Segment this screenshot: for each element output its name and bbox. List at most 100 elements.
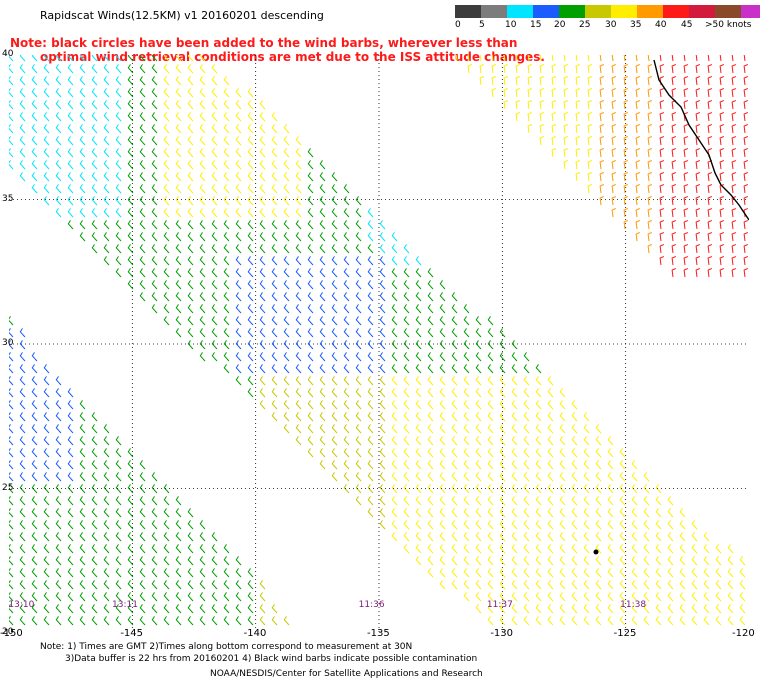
wind-barb	[67, 184, 74, 194]
wind-barb	[475, 520, 482, 530]
wind-barb	[515, 76, 520, 86]
wind-barb	[67, 112, 74, 122]
wind-barb	[307, 160, 314, 170]
wind-barb	[223, 76, 230, 86]
wind-barb	[707, 196, 712, 206]
wind-barb	[391, 448, 398, 458]
wind-barb	[211, 112, 218, 122]
wind-barb	[595, 460, 602, 470]
wind-barb	[175, 544, 182, 554]
wind-barb	[43, 616, 50, 626]
wind-barb	[379, 484, 386, 494]
wind-barb	[235, 616, 242, 626]
wind-barb	[355, 364, 362, 374]
wind-barb	[523, 436, 530, 446]
wind-barb	[223, 568, 230, 578]
wind-barb	[707, 256, 712, 266]
wind-barb	[671, 220, 676, 230]
wind-barb	[475, 316, 482, 326]
wind-barb	[55, 160, 62, 170]
wind-barb	[635, 55, 638, 62]
wind-barb	[307, 352, 314, 362]
wind-barb	[91, 208, 98, 218]
wind-barb	[583, 472, 590, 482]
wind-barb	[67, 208, 74, 218]
wind-barb	[463, 364, 470, 374]
wind-barb	[355, 304, 362, 314]
wind-barb	[79, 55, 86, 62]
wind-barb	[623, 100, 628, 110]
wind-barb	[187, 508, 194, 518]
wind-barb	[55, 184, 62, 194]
wind-barb	[307, 340, 314, 350]
wind-barb	[719, 55, 722, 62]
wind-barb	[683, 160, 688, 170]
wind-barb	[211, 328, 218, 338]
wind-barb	[599, 88, 604, 98]
wind-barb	[355, 376, 362, 386]
wind-barb	[199, 568, 206, 578]
wind-barb	[247, 112, 254, 122]
wind-barb	[259, 256, 266, 266]
wind-barb	[391, 328, 398, 338]
wind-barb	[271, 364, 278, 374]
wind-barb	[307, 148, 314, 158]
wind-barb	[451, 292, 458, 302]
wind-barb	[547, 484, 554, 494]
wind-barb	[331, 472, 338, 482]
wind-barb	[247, 172, 254, 182]
wind-barb	[259, 604, 266, 614]
wind-barb	[355, 244, 362, 254]
wind-barb	[115, 532, 122, 542]
wind-barb	[487, 616, 494, 626]
wind-barb	[103, 520, 110, 530]
wind-barb	[319, 424, 326, 434]
wind-barb	[715, 568, 722, 578]
wind-barb	[319, 364, 326, 374]
wind-barb	[9, 112, 14, 122]
wind-barb	[643, 568, 650, 578]
wind-barb	[43, 364, 50, 374]
wind-barb	[55, 136, 62, 146]
wind-barb	[247, 160, 254, 170]
wind-barb	[79, 532, 86, 542]
wind-barb	[151, 64, 158, 74]
wind-barb	[343, 196, 350, 206]
wind-barb	[235, 280, 242, 290]
latitude-label: 30	[2, 338, 14, 348]
wind-barb	[235, 568, 242, 578]
wind-barb	[79, 460, 86, 470]
wind-barb	[43, 496, 50, 506]
wind-barb	[571, 604, 578, 614]
wind-barb	[523, 412, 530, 422]
wind-barb	[391, 388, 398, 398]
wind-barb	[9, 532, 14, 542]
wind-barb	[731, 268, 736, 278]
wind-barb	[331, 388, 338, 398]
wind-barb	[115, 136, 122, 146]
wind-barb	[283, 268, 290, 278]
wind-barb	[79, 616, 86, 626]
wind-barb	[43, 460, 50, 470]
wind-barb	[283, 244, 290, 254]
wind-barb	[439, 412, 446, 422]
wind-barb	[511, 364, 518, 374]
wind-barb	[707, 64, 712, 74]
wind-barb	[151, 172, 158, 182]
wind-barb	[295, 244, 302, 254]
wind-barb	[739, 604, 746, 614]
wind-barb	[247, 580, 254, 590]
wind-barb	[55, 64, 62, 74]
wind-barb	[415, 508, 422, 518]
wind-barb	[731, 244, 736, 254]
wind-barb	[635, 184, 640, 194]
wind-barb	[55, 568, 62, 578]
wind-barb	[43, 520, 50, 530]
wind-barb	[559, 544, 566, 554]
wind-barb	[199, 256, 206, 266]
wind-barb	[463, 544, 470, 554]
wind-barb	[683, 100, 688, 110]
wind-barb	[295, 160, 302, 170]
wind-barb	[103, 544, 110, 554]
colorbar-swatch	[481, 5, 507, 18]
